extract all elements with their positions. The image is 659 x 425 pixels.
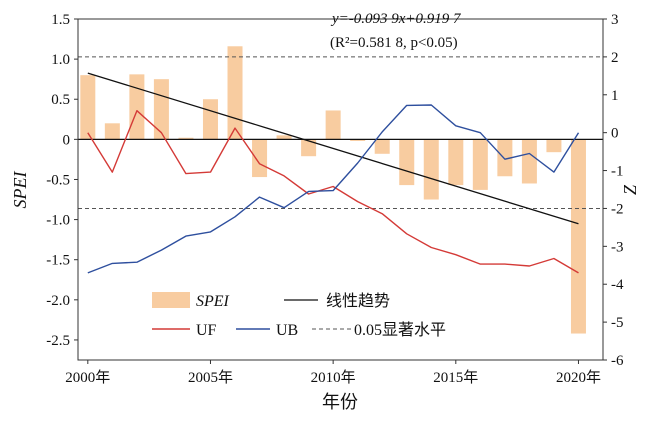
trend-line (87, 72, 579, 225)
y-right-tick-label: 3 (611, 12, 619, 28)
y-left-tick-label: 0 (63, 132, 71, 148)
y-right-tick-label: -6 (611, 353, 624, 369)
ub-line (87, 104, 580, 274)
spei-bar-2015 (448, 139, 464, 186)
spei-bar-2020 (570, 139, 586, 334)
x-tick-label: 2010年 (311, 369, 356, 386)
y-left-tick-label: -0.5 (46, 172, 70, 188)
trend-equation: y=-0.093 9x+0.919 7 (330, 11, 462, 27)
x-tick-label: 2020年 (556, 369, 601, 386)
y-left-tick-label: -1.5 (46, 253, 70, 269)
trend-line-group (87, 72, 579, 225)
spei-bar-2017 (497, 139, 513, 177)
y-right-tick-label: -2 (611, 201, 624, 217)
y-right-tick-label: 0 (611, 126, 619, 142)
x-tick-label: 2005年 (188, 369, 233, 386)
spei-bar-2001 (104, 123, 120, 140)
spei-bar-2006 (227, 46, 243, 140)
spei-bar-2018 (521, 139, 537, 184)
y-left-tick-label: 1.5 (51, 12, 70, 28)
y-right-tick-label: 2 (611, 50, 619, 66)
uf-line (87, 109, 579, 274)
spei-bar-2009 (301, 139, 317, 157)
legend-trend-label: 线性趋势 (326, 292, 390, 310)
spei-bar-2012 (374, 139, 390, 154)
y-right-tick-label: -4 (611, 277, 624, 293)
spei-bar-2004 (178, 137, 194, 140)
spei-bar-2010 (325, 110, 341, 140)
y-left-tick-label: -2.0 (46, 293, 70, 309)
trend-fit-stats: (R²=0.581 8, p<0.05) (330, 35, 458, 51)
spei-bar-2003 (153, 79, 169, 140)
axis-ticks: 1.5 1.0 0.5 0 -0.5 -1.0 -1.5 -2.0 -2.5 3 2 1 0 -1 -2 -3… (46, 12, 624, 386)
spei-bar-2005 (202, 99, 218, 140)
y-right-tick-label: -5 (611, 315, 624, 331)
legend-uf-label: UF (196, 322, 217, 339)
spei-bar-2014 (423, 139, 439, 200)
spei-bar-2011 (350, 139, 366, 141)
x-tick-label: 2000年 (65, 369, 110, 386)
x-tick-label: 2015年 (433, 369, 478, 386)
y-right-tick-label: 1 (611, 88, 619, 104)
legend: SPEI 线性趋势 UF UB 0.05显著水平 (152, 292, 446, 339)
y-left-tick-label: -1.0 (46, 213, 70, 229)
mk-lines (87, 104, 580, 274)
legend-ub-label: UB (276, 322, 298, 339)
spei-bar-2016 (472, 139, 488, 190)
spei-bar-2019 (546, 139, 562, 153)
legend-spei-swatch (152, 292, 190, 308)
y-left-tick-label: 0.5 (51, 92, 70, 108)
spei-bar-2007 (252, 139, 268, 178)
spei-bar-2008 (276, 135, 292, 140)
y-left-tick-label: 1.0 (51, 52, 70, 68)
y-right-tick-label: -1 (611, 164, 624, 180)
y-left-tick-label: -2.5 (46, 333, 70, 349)
x-axis-title: 年份 (322, 392, 358, 412)
y-axis-left-title: SPEI (10, 171, 30, 209)
legend-spei-label: SPEI (196, 293, 230, 310)
significance-lines (78, 56, 603, 209)
spei-bars (80, 46, 586, 334)
y-right-tick-label: -3 (611, 239, 624, 255)
spei-bar-2013 (399, 139, 415, 186)
plot-frame (77, 18, 604, 361)
spei-bar-2000 (80, 75, 96, 140)
y-axis-right-title: Z (620, 184, 640, 195)
spei-bar-2002 (129, 74, 145, 140)
legend-significance-label: 0.05显著水平 (354, 321, 446, 339)
